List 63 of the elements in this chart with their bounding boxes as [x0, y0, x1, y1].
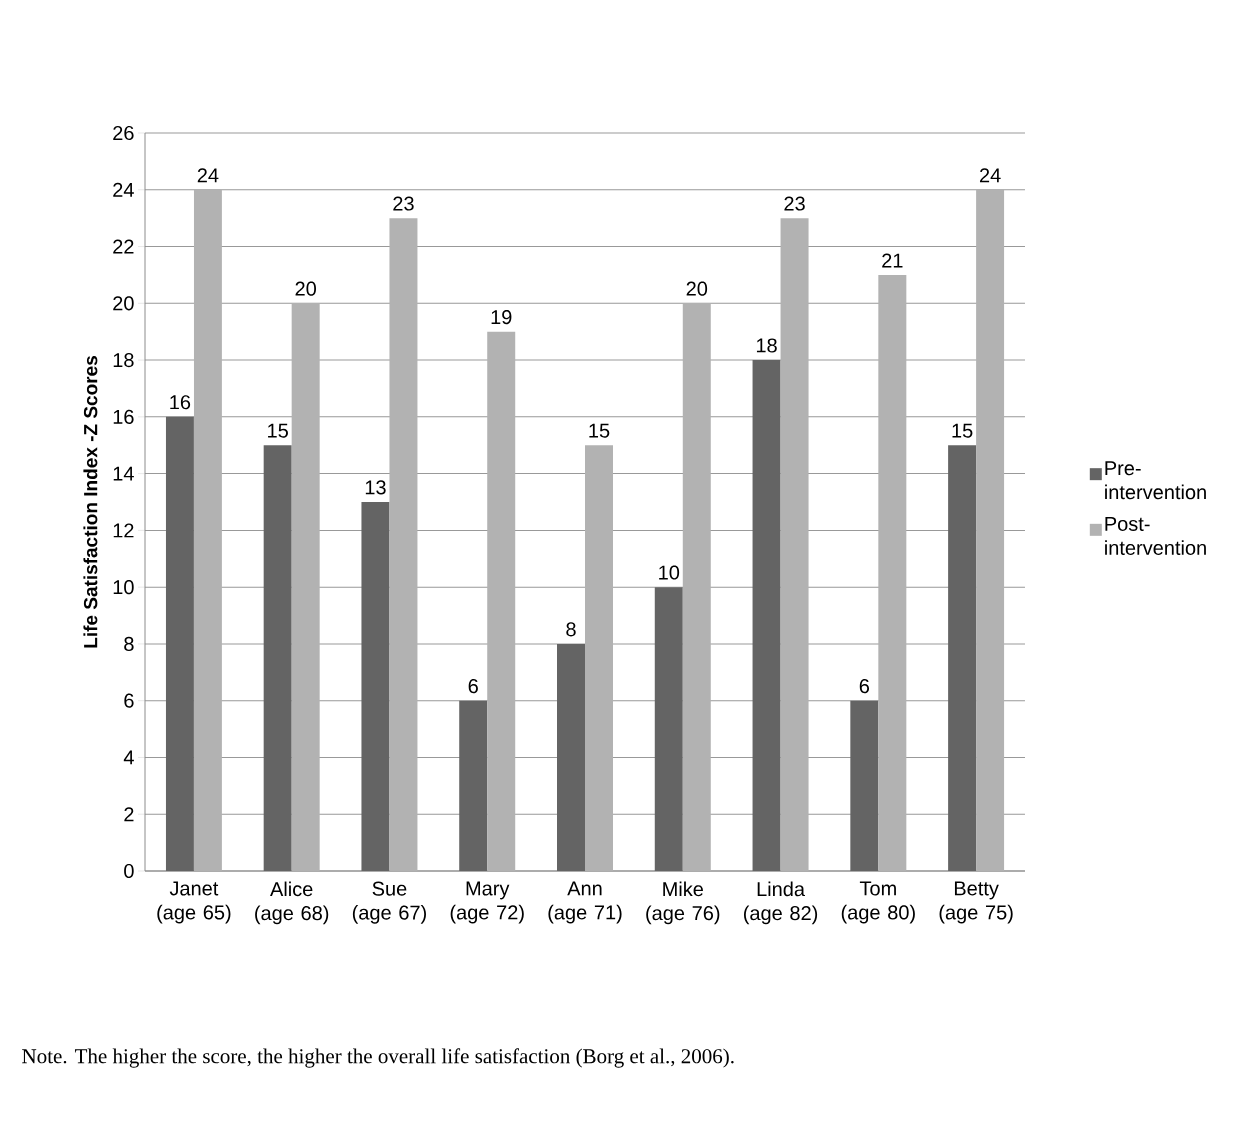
data-label: 16: [170, 395, 191, 410]
y-tick-label: 22: [113, 239, 134, 254]
y-tick-label: 0: [124, 863, 134, 879]
data-label: 15: [268, 423, 288, 438]
data-label: 20: [295, 281, 316, 296]
x-tick-label: Mike (age 76): [646, 881, 720, 925]
data-label: 10: [659, 565, 680, 580]
bar: [878, 274, 907, 871]
y-tick-label: 18: [113, 353, 134, 368]
bar: [291, 303, 320, 871]
y-tick-label: 6: [124, 693, 134, 708]
text: Note. The higher the score, the higher the overall life satisfaction (Borg et al., 2006).: [22, 1048, 734, 1068]
y-tick-label: 24: [113, 182, 134, 197]
bar: [585, 445, 613, 871]
y-tick-label: 14: [113, 466, 134, 481]
x-tick-label: Alice (age 68): [255, 881, 329, 925]
legend-label: Post-intervention: [1105, 517, 1206, 555]
data-label: 13: [365, 480, 386, 495]
y-tick-label: 8: [124, 636, 134, 651]
data-label: 15: [952, 423, 973, 438]
data-label: 23: [393, 196, 414, 211]
data-label: 19: [491, 310, 512, 325]
bar: [948, 445, 977, 871]
bar: [557, 643, 585, 871]
x-tick-label: Ann (age 71): [548, 881, 622, 924]
data-label: 20: [686, 281, 708, 296]
y-axis-title: Life Satisfaction Index -Z Scores: [83, 356, 98, 648]
x-tick-label: Janet (age 65): [157, 881, 231, 924]
y-tick-label: 26: [113, 125, 134, 141]
bar: [193, 189, 222, 871]
y-tick-label: 4: [123, 750, 134, 765]
x-tick-label: Betty (age 75): [939, 881, 1013, 924]
y-tick-label: 20: [113, 296, 134, 311]
x-tick-label: Sue (age 67): [352, 881, 426, 924]
x-tick-label: Tom (age 80): [841, 881, 915, 924]
bar: [361, 502, 390, 871]
data-label: 6: [859, 679, 870, 694]
data-label: 21: [882, 253, 903, 268]
y-tick-label: 16: [113, 409, 134, 424]
x-tick-label: Linda (age 82): [743, 881, 818, 925]
data-label: 24: [197, 168, 219, 183]
bar: [165, 416, 194, 871]
bar: [487, 331, 516, 871]
bar: [389, 218, 418, 871]
bar: [682, 303, 711, 871]
legend-label: Pre-intervention: [1105, 461, 1206, 500]
y-tick-label: 2: [124, 807, 134, 822]
data-label: 18: [756, 338, 777, 353]
bar: [850, 700, 879, 871]
bar: [752, 360, 781, 871]
data-label: 23: [784, 196, 805, 211]
data-label: 24: [979, 168, 1001, 183]
data-label: 15: [589, 423, 610, 438]
bar: [654, 587, 683, 871]
y-tick-label: 12: [113, 523, 134, 538]
y-tick-label: 10: [113, 580, 134, 595]
data-label: 8: [566, 622, 576, 637]
bar: [459, 700, 488, 871]
bar: [976, 189, 1005, 871]
bar: [780, 218, 809, 871]
x-tick-label: Mary (age 72): [450, 881, 524, 924]
data-label: 6: [468, 679, 478, 694]
bar: [263, 445, 292, 871]
